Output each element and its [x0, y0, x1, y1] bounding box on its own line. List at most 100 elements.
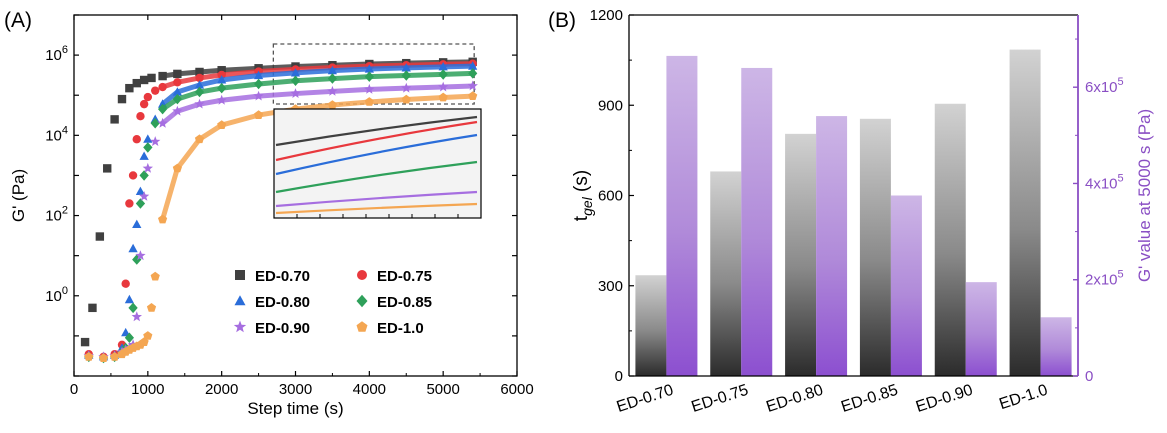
series-ED-0.85	[84, 68, 478, 364]
data-point	[110, 352, 120, 361]
x-tick-label-a: 3000	[279, 381, 312, 398]
bar-tgel	[635, 275, 667, 376]
data-point	[124, 332, 134, 343]
inset-curve	[275, 190, 478, 208]
y-axis-title-b: tgel (s)	[571, 170, 595, 221]
data-point	[128, 302, 138, 314]
data-point	[150, 118, 160, 129]
y-axis-title-a: G' (Pa)	[9, 169, 28, 222]
data-point	[80, 337, 90, 347]
bar-tgel	[785, 133, 817, 376]
inset-curve	[275, 160, 478, 194]
y-tick-label-b: 0	[615, 368, 623, 385]
bar-gprime	[890, 195, 922, 376]
data-point	[139, 151, 149, 160]
data-point	[132, 78, 141, 88]
y2-tick-label-b: 6x105	[1085, 76, 1124, 96]
panel-b: ED-0.70 ED-0.75 ED-0.80 ED-0.85 ED-0.90 ED-1.…	[571, 7, 1154, 416]
y-tick-label-b: 1200	[590, 7, 623, 24]
x-tick-label-b: ED-0.90	[914, 382, 975, 416]
bar-tgel	[710, 171, 742, 376]
data-point	[84, 352, 94, 361]
legend-marker	[356, 321, 368, 332]
data-point	[88, 303, 97, 313]
data-point	[135, 186, 146, 195]
y-tick-label-a: 104	[45, 124, 68, 144]
x-tick-label-a: 5000	[426, 381, 459, 398]
bar-tgel	[1009, 49, 1041, 377]
legend-label: ED-0.80	[255, 294, 310, 311]
x-tick-label-b: ED-0.70	[615, 382, 676, 416]
data-point	[124, 294, 134, 304]
inset-curve	[275, 133, 478, 176]
x-tick-label-b: ED-0.85	[839, 382, 900, 416]
data-point	[125, 83, 134, 93]
series-band	[160, 70, 476, 112]
x-tick-label-b: ED-1.0	[997, 382, 1050, 414]
data-point	[151, 86, 160, 95]
y-tick-label-b: 600	[598, 188, 623, 205]
bar-gprime	[741, 67, 773, 377]
y-tick-label-b: 300	[598, 278, 623, 295]
legend-label: ED-1.0	[377, 320, 424, 337]
data-point	[147, 73, 156, 83]
data-point	[132, 135, 141, 144]
data-point	[150, 271, 160, 281]
legend-marker	[234, 295, 246, 306]
bar-gprime	[666, 55, 698, 377]
bar-tgel	[934, 103, 966, 376]
legend-marker	[356, 294, 368, 308]
y-tick-label-a: 106	[45, 44, 68, 64]
data-point	[139, 170, 149, 181]
data-point	[128, 171, 138, 180]
bar-gprime	[1040, 317, 1072, 376]
data-point	[139, 99, 149, 109]
x-tick-label-a: 4000	[353, 381, 386, 398]
x-tick-label-a: 6000	[500, 381, 533, 398]
data-point	[146, 303, 157, 312]
legend-label: ED-0.70	[255, 268, 310, 285]
y2-tick-label-b: 0	[1085, 368, 1093, 385]
legend-marker	[233, 320, 247, 333]
inset-curve	[275, 202, 478, 215]
data-point	[135, 250, 146, 261]
x-axis-title-a: Step time (s)	[247, 399, 343, 418]
legend-label: ED-0.90	[255, 320, 310, 337]
panel-a: 0 1000 2000 3000 4000 5000 6000 100 102 104 106 Ste…	[9, 14, 534, 418]
bar-tgel	[859, 118, 891, 376]
data-point	[103, 164, 112, 173]
data-point	[135, 198, 146, 209]
data-point	[132, 219, 142, 228]
x-tick-label-b: ED-0.80	[764, 382, 825, 416]
series-band	[160, 83, 476, 126]
data-point	[136, 111, 145, 121]
data-point	[139, 75, 149, 85]
data-point	[98, 353, 109, 362]
bar-gprime	[816, 116, 848, 376]
series-band	[160, 63, 476, 107]
data-point	[150, 136, 161, 146]
panel-b-label: (B)	[548, 9, 576, 32]
data-point	[121, 279, 130, 288]
legend-marker	[357, 270, 367, 280]
y-tick-label-a: 100	[45, 285, 68, 305]
data-point	[110, 115, 119, 124]
inset-curve	[275, 115, 478, 147]
y-tick-label-b: 900	[598, 97, 623, 114]
data-point	[143, 92, 153, 102]
y-tick-label-a: 102	[45, 205, 68, 225]
data-point	[138, 191, 150, 201]
y2-axis-title-b: G' value at 5000 s (Pa)	[1135, 109, 1154, 282]
data-point	[142, 162, 153, 173]
data-point	[117, 94, 127, 104]
legend-marker	[235, 270, 245, 280]
legend-label: ED-0.75	[377, 268, 432, 285]
data-point	[125, 199, 134, 208]
data-point	[143, 134, 153, 143]
legend-label: ED-0.85	[377, 294, 432, 311]
y2-tick-label-b: 2x105	[1085, 269, 1124, 289]
data-point	[143, 331, 153, 340]
data-point	[131, 311, 142, 322]
